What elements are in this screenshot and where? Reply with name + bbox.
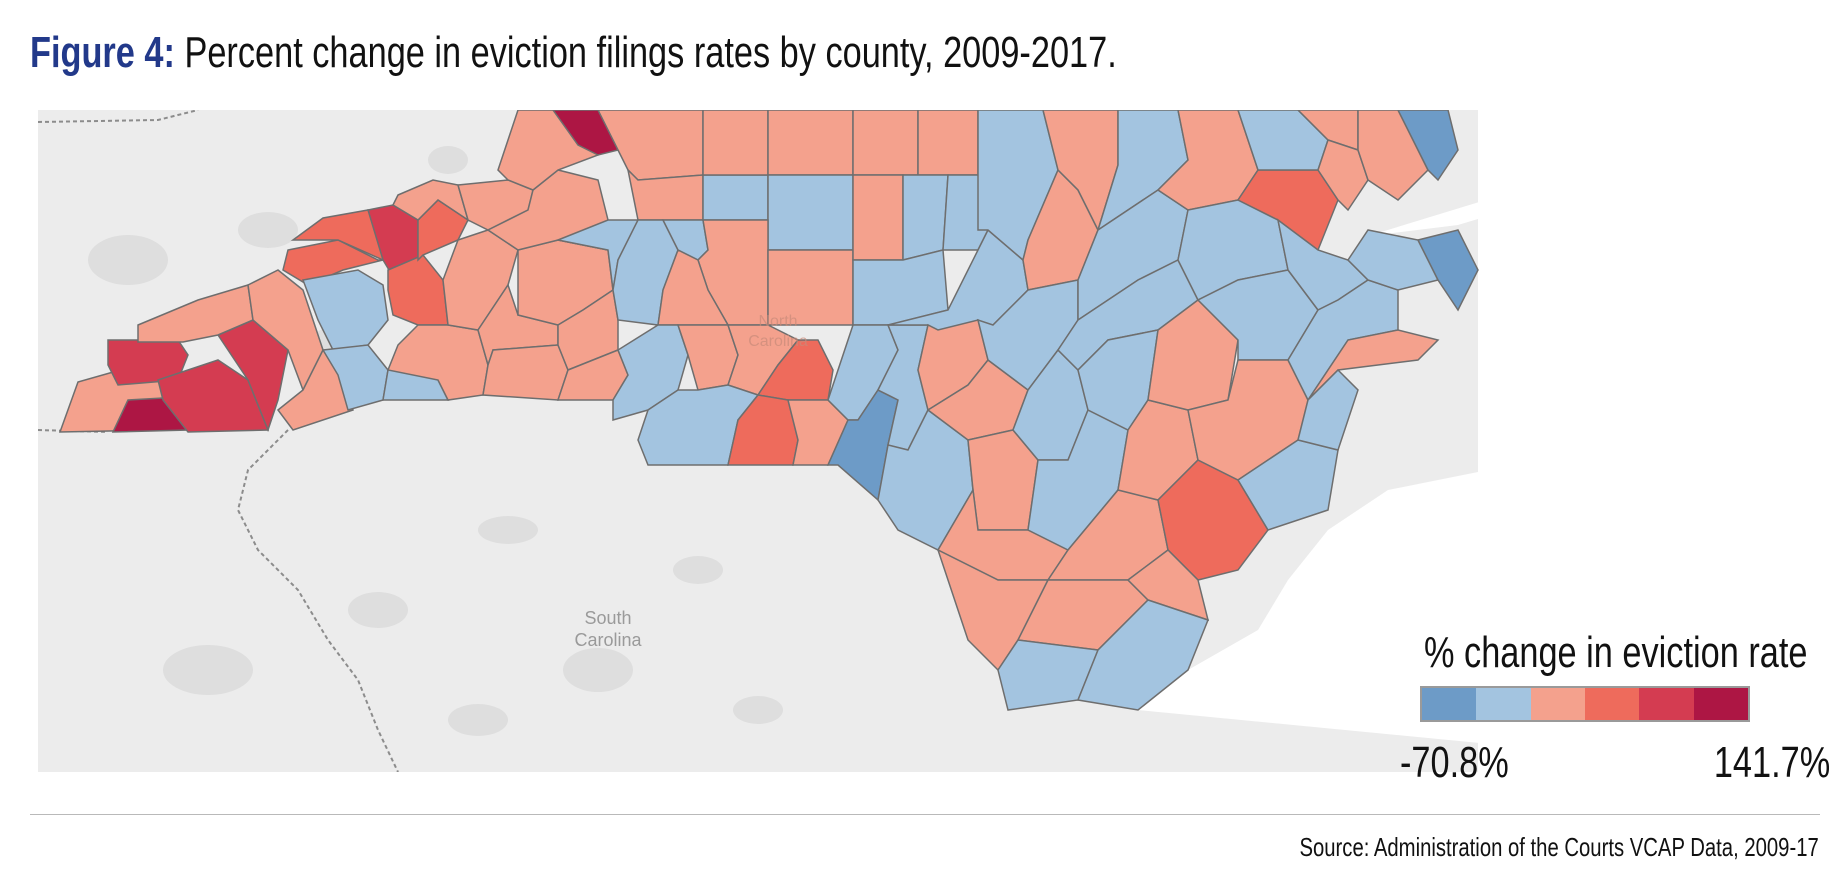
nc-label-line1: North [758,313,797,330]
county [482,344,569,401]
legend-swatch-2 [1476,688,1531,720]
legend-swatch-5 [1639,688,1694,720]
water-east [1478,110,1780,772]
sc-label-line2: Carolina [574,630,642,650]
county [1076,599,1209,711]
county [137,284,254,343]
county [1397,110,1459,182]
figure-title: Figure 4: Percent change in eviction fil… [30,28,1117,78]
county [917,110,979,176]
county [486,169,609,251]
map-area: North Carolina South Carolina [38,110,1780,772]
county [442,229,519,331]
county [1236,439,1339,531]
legend-min-label: -70.8% [1400,738,1509,787]
figure-title-text: Percent change in eviction filings rates… [174,28,1117,77]
county [1416,229,1479,312]
legend-swatch-1 [1422,688,1477,720]
legend-max-label: 141.7% [1713,738,1829,787]
county [767,174,854,251]
legend-swatch-4 [1584,688,1640,720]
nc-label-line2: Carolina [748,333,808,350]
sc-label-line1: South [584,608,631,628]
county [392,179,470,222]
legend-color-bar [1420,686,1750,722]
county [852,174,904,261]
legend-title: % change in eviction rate [1424,628,1808,677]
legend: % change in eviction rate -70.8% 141.7% [1390,628,1829,788]
county [852,110,919,176]
county [1357,110,1429,201]
basemap-terrain-shading [88,146,783,736]
county [1126,549,1210,622]
figure-label: Figure 4: [30,28,175,77]
source-note: Source: Administration of the Courts VCA… [1299,832,1819,862]
county [767,110,854,176]
county [702,174,769,221]
county [902,174,949,261]
county [1297,368,1359,451]
county [702,110,769,176]
legend-swatch-3 [1530,688,1585,720]
county [301,269,389,351]
county-map: North Carolina South Carolina [38,110,1780,772]
legend-swatch-6 [1693,688,1748,720]
divider [30,814,1820,815]
counties [58,110,1479,711]
